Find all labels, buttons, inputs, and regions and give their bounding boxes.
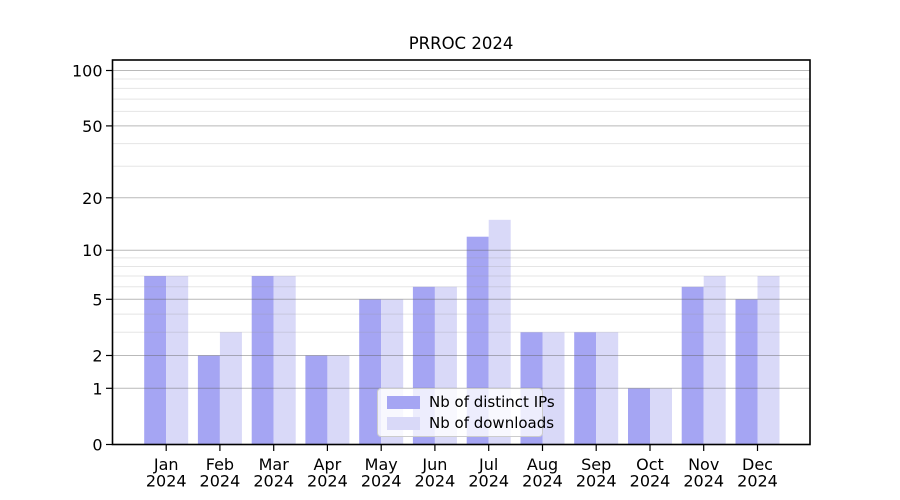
bar-mar-distinct-ips: [251, 276, 274, 445]
x-tick-label-mar: Mar 2024: [253, 455, 294, 491]
x-tick-label-jun: Jun 2024: [415, 455, 456, 491]
plot-frame: [111, 59, 811, 446]
y-tick-label-0: 0: [92, 436, 102, 455]
bar-oct-distinct-ips: [628, 388, 650, 445]
y-tick-label-2: 2: [92, 347, 102, 366]
x-tick-label-aug: Aug 2024: [522, 455, 563, 491]
bar-dec-downloads: [757, 276, 780, 445]
y-tick-label-20: 20: [82, 189, 102, 208]
x-tick-label-sep: Sep 2024: [576, 455, 617, 491]
legend-swatch-distinct-ips: [387, 395, 420, 409]
x-tick-label-dec: Dec 2024: [737, 455, 778, 491]
legend-label-downloads: Nb of downloads: [429, 414, 555, 432]
bar-feb-distinct-ips: [197, 355, 220, 445]
bar-mar-downloads: [273, 276, 296, 445]
bar-may-distinct-ips: [359, 299, 382, 445]
y-tick-label-10: 10: [82, 241, 102, 260]
x-tick-label-jan: Jan 2024: [146, 455, 187, 491]
bar-sep-distinct-ips: [574, 332, 597, 445]
bar-nov-distinct-ips: [681, 286, 704, 445]
x-tick-label-feb: Feb 2024: [200, 455, 241, 491]
bar-jan-distinct-ips: [144, 276, 167, 445]
bar-sep-downloads: [596, 332, 619, 445]
x-tick-label-oct: Oct 2024: [630, 455, 671, 491]
legend-label-distinct-ips: Nb of distinct IPs: [429, 393, 555, 411]
chart-legend: Nb of distinct IPs Nb of downloads: [377, 388, 555, 437]
y-tick-label-5: 5: [92, 290, 102, 309]
bar-apr-distinct-ips: [305, 355, 328, 445]
bar-feb-downloads: [219, 332, 242, 445]
bar-nov-downloads: [703, 276, 726, 445]
legend-row-distinct-ips: Nb of distinct IPs: [387, 393, 555, 411]
legend-swatch-downloads: [387, 416, 420, 430]
legend-row-downloads: Nb of downloads: [387, 414, 554, 432]
x-tick-label-apr: Apr 2024: [307, 455, 348, 491]
y-tick-label-1: 1: [92, 379, 102, 398]
bar-jan-downloads: [166, 276, 189, 445]
y-tick-label-50: 50: [82, 117, 102, 136]
bar-dec-distinct-ips: [735, 299, 758, 445]
bar-oct-downloads: [650, 388, 672, 445]
bar-aug-downloads: [542, 332, 565, 445]
x-tick-label-jul: Jul 2024: [468, 455, 509, 491]
y-tick-label-100: 100: [72, 62, 103, 81]
x-tick-label-may: May 2024: [361, 455, 402, 491]
chart-title: PRROC 2024: [408, 34, 514, 53]
x-tick-label-nov: Nov 2024: [683, 455, 724, 491]
bar-apr-downloads: [327, 355, 350, 445]
